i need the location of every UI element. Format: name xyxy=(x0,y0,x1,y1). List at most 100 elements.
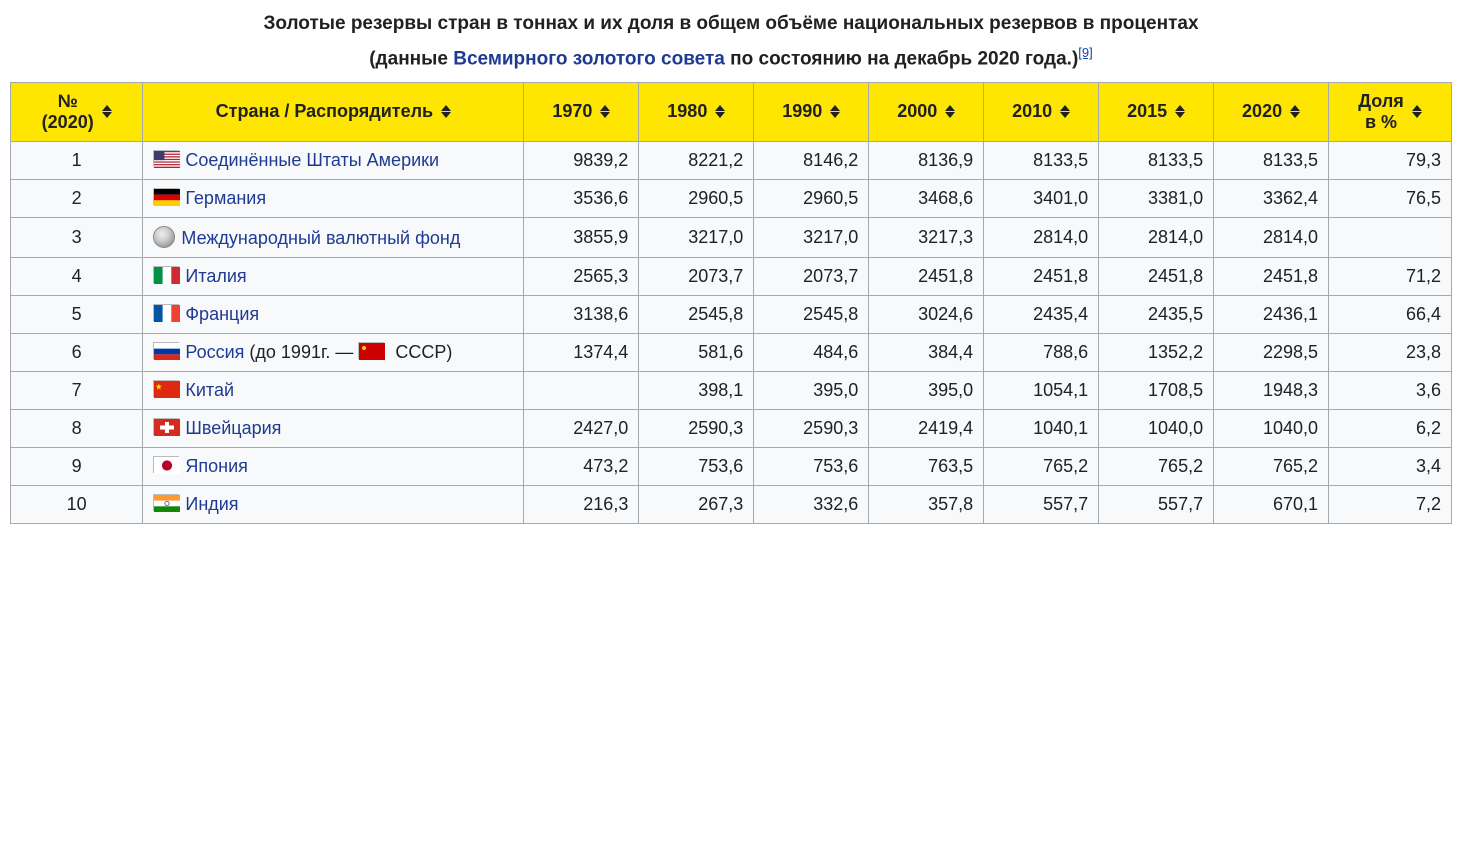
table-row: 3Международный валютный фонд3855,93217,0… xyxy=(11,217,1452,257)
column-label: №(2020) xyxy=(42,91,94,133)
caption-source-link[interactable]: Всемирного золотого совета xyxy=(453,49,725,70)
column-header[interactable]: Страна / Распорядитель xyxy=(143,82,524,141)
country-link[interactable]: Япония xyxy=(185,456,248,476)
rank-cell: 2 xyxy=(11,179,143,217)
value-cell: 2435,5 xyxy=(1099,295,1214,333)
rank-cell: 10 xyxy=(11,485,143,523)
value-cell: 3381,0 xyxy=(1099,179,1214,217)
column-label: 1970 xyxy=(552,101,592,122)
value-cell: 3217,0 xyxy=(754,217,869,257)
value-cell: 473,2 xyxy=(524,447,639,485)
caption-line2-suffix: по состоянию на декабрь 2020 года.) xyxy=(725,49,1078,70)
column-header[interactable]: 1970 xyxy=(524,82,639,141)
value-cell: 3401,0 xyxy=(984,179,1099,217)
value-cell: 3024,6 xyxy=(869,295,984,333)
column-label: 2000 xyxy=(897,101,937,122)
country-link[interactable]: Швейцария xyxy=(185,418,281,438)
column-header[interactable]: 2000 xyxy=(869,82,984,141)
value-cell: 2419,4 xyxy=(869,409,984,447)
value-cell: 2427,0 xyxy=(524,409,639,447)
country-cell: Международный валютный фонд xyxy=(143,217,524,257)
caption-reference-link[interactable]: [9] xyxy=(1078,45,1092,60)
value-cell: 2590,3 xyxy=(639,409,754,447)
country-link[interactable]: Франция xyxy=(185,304,259,324)
country-cell: Индия xyxy=(143,485,524,523)
share-cell: 23,8 xyxy=(1329,333,1452,371)
value-cell: 557,7 xyxy=(984,485,1099,523)
sort-icon xyxy=(945,105,955,118)
flag-icon xyxy=(153,342,179,359)
value-cell: 8133,5 xyxy=(1099,141,1214,179)
value-cell: 1054,1 xyxy=(984,371,1099,409)
table-caption: Золотые резервы стран в тоннах и их доля… xyxy=(10,8,1452,76)
flag-icon xyxy=(153,304,179,321)
column-header[interactable]: 1980 xyxy=(639,82,754,141)
value-cell: 3536,6 xyxy=(524,179,639,217)
column-header[interactable]: 1990 xyxy=(754,82,869,141)
country-note: (до 1991г. — СССР) xyxy=(244,342,452,362)
country-cell: Соединённые Штаты Америки xyxy=(143,141,524,179)
share-cell: 3,4 xyxy=(1329,447,1452,485)
sort-icon xyxy=(1290,105,1300,118)
column-header[interactable]: 2015 xyxy=(1099,82,1214,141)
country-link[interactable]: Россия xyxy=(185,342,244,362)
value-cell: 765,2 xyxy=(1099,447,1214,485)
value-cell: 484,6 xyxy=(754,333,869,371)
value-cell: 1948,3 xyxy=(1214,371,1329,409)
value-cell: 670,1 xyxy=(1214,485,1329,523)
value-cell: 765,2 xyxy=(1214,447,1329,485)
value-cell: 2436,1 xyxy=(1214,295,1329,333)
caption-line2-prefix: (данные xyxy=(369,49,453,70)
rank-cell: 4 xyxy=(11,257,143,295)
value-cell: 3468,6 xyxy=(869,179,984,217)
value-cell: 9839,2 xyxy=(524,141,639,179)
column-header[interactable]: 2020 xyxy=(1214,82,1329,141)
column-header[interactable]: Доляв % xyxy=(1329,82,1452,141)
country-link[interactable]: Германия xyxy=(185,188,266,208)
share-cell: 7,2 xyxy=(1329,485,1452,523)
country-cell: Франция xyxy=(143,295,524,333)
column-label: 2020 xyxy=(1242,101,1282,122)
value-cell: 2451,8 xyxy=(869,257,984,295)
sort-icon xyxy=(1060,105,1070,118)
value-cell: 1040,0 xyxy=(1099,409,1214,447)
rank-cell: 6 xyxy=(11,333,143,371)
gold-reserves-table: №(2020) Страна / Распорядитель 1970 1980… xyxy=(10,82,1452,524)
value-cell: 8146,2 xyxy=(754,141,869,179)
value-cell: 2565,3 xyxy=(524,257,639,295)
sort-icon xyxy=(102,105,112,118)
country-cell: Россия (до 1991г. — СССР) xyxy=(143,333,524,371)
country-link[interactable]: Италия xyxy=(185,266,246,286)
value-cell: 581,6 xyxy=(639,333,754,371)
value-cell: 2545,8 xyxy=(754,295,869,333)
value-cell: 3217,3 xyxy=(869,217,984,257)
sort-icon xyxy=(1412,105,1422,118)
value-cell: 2814,0 xyxy=(984,217,1099,257)
country-link[interactable]: Индия xyxy=(185,494,238,514)
value-cell: 216,3 xyxy=(524,485,639,523)
value-cell: 398,1 xyxy=(639,371,754,409)
value-cell: 753,6 xyxy=(754,447,869,485)
value-cell: 3217,0 xyxy=(639,217,754,257)
value-cell: 1708,5 xyxy=(1099,371,1214,409)
column-header[interactable]: №(2020) xyxy=(11,82,143,141)
country-link[interactable]: Соединённые Штаты Америки xyxy=(185,150,439,170)
value-cell: 384,4 xyxy=(869,333,984,371)
column-header[interactable]: 2010 xyxy=(984,82,1099,141)
value-cell: 2435,4 xyxy=(984,295,1099,333)
country-link[interactable]: Международный валютный фонд xyxy=(181,228,460,248)
table-row: 10Индия216,3267,3332,6357,8557,7557,7670… xyxy=(11,485,1452,523)
table-header: №(2020) Страна / Распорядитель 1970 1980… xyxy=(11,82,1452,141)
value-cell: 1040,0 xyxy=(1214,409,1329,447)
table-row: 2Германия3536,62960,52960,53468,63401,03… xyxy=(11,179,1452,217)
value-cell: 765,2 xyxy=(984,447,1099,485)
value-cell: 8133,5 xyxy=(984,141,1099,179)
country-link[interactable]: Китай xyxy=(185,380,234,400)
value-cell: 2298,5 xyxy=(1214,333,1329,371)
value-cell: 2814,0 xyxy=(1099,217,1214,257)
share-cell: 71,2 xyxy=(1329,257,1452,295)
flag-icon xyxy=(153,380,179,397)
flag-icon xyxy=(153,188,179,205)
value-cell: 1352,2 xyxy=(1099,333,1214,371)
sort-icon xyxy=(830,105,840,118)
